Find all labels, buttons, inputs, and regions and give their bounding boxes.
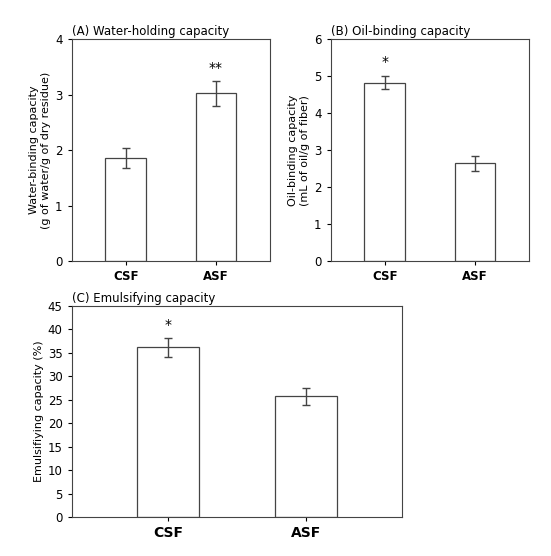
Text: (C) Emulsifying capacity: (C) Emulsifying capacity bbox=[72, 292, 215, 305]
Text: (B) Oil-binding capacity: (B) Oil-binding capacity bbox=[331, 25, 470, 38]
Text: (A) Water-holding capacity: (A) Water-holding capacity bbox=[72, 25, 229, 38]
Text: **: ** bbox=[209, 61, 223, 75]
Y-axis label: Oil-binding capacity
(mL of oil/g of fiber): Oil-binding capacity (mL of oil/g of fib… bbox=[288, 95, 310, 206]
Bar bbox=[137, 347, 199, 517]
Text: *: * bbox=[381, 55, 388, 70]
Y-axis label: Emulsifiying capacity (%): Emulsifiying capacity (%) bbox=[34, 341, 44, 482]
Bar bbox=[275, 396, 337, 517]
Text: *: * bbox=[165, 318, 171, 332]
Bar bbox=[455, 163, 495, 261]
Bar bbox=[196, 93, 236, 261]
Bar bbox=[364, 83, 405, 261]
Bar bbox=[105, 158, 146, 261]
Y-axis label: Water-binding capacity
(g of water/g of dry residue): Water-binding capacity (g of water/g of … bbox=[29, 72, 51, 229]
